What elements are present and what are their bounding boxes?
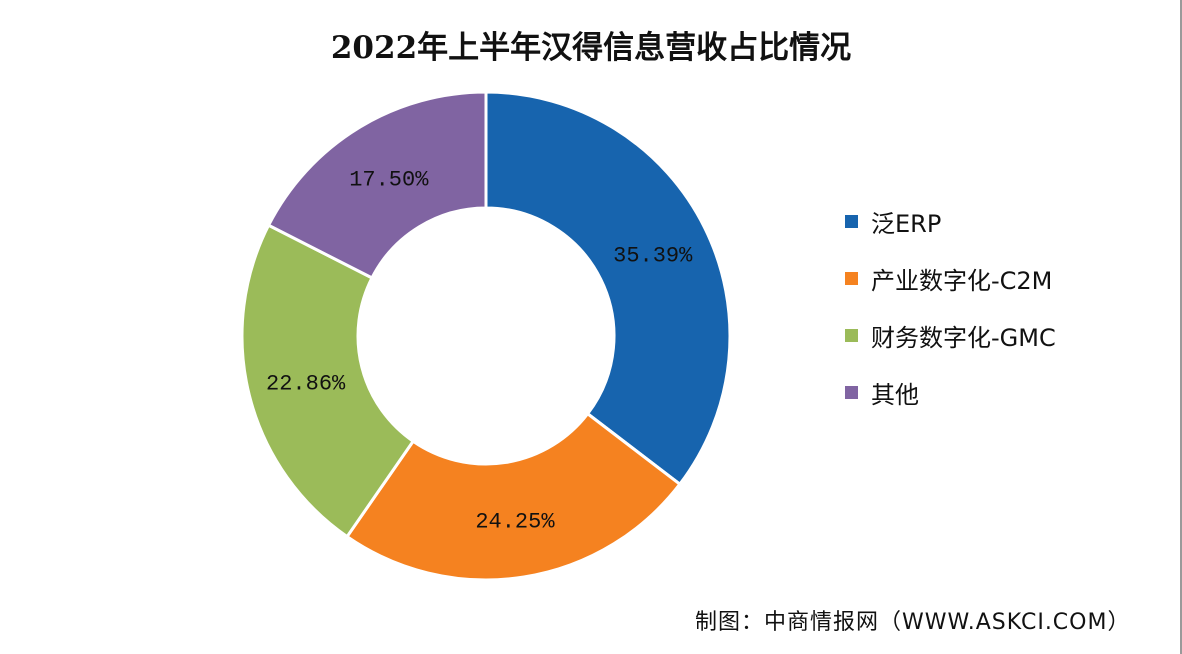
legend-swatch — [845, 329, 858, 342]
data-label-other: 17.50% — [349, 167, 429, 192]
legend-label: 泛ERP — [871, 210, 942, 238]
legend-swatch — [845, 386, 858, 399]
legend-label: 财务数字化-GMC — [871, 324, 1056, 352]
donut-slice-erp — [484, 90, 732, 487]
data-label-erp: 35.39% — [613, 244, 693, 269]
legend-item-c2m: 产业数字化-C2M — [845, 235, 1056, 322]
legend-item-other: 其他 — [845, 349, 1056, 436]
legend-label: 产业数字化-C2M — [871, 267, 1053, 295]
legend: 泛ERP 产业数字化-C2M 财务数字化-GMC 其他 — [845, 178, 1056, 436]
legend-item-gmc: 财务数字化-GMC — [845, 292, 1056, 379]
donut-slice-gmc — [240, 223, 416, 539]
legend-swatch — [845, 272, 858, 285]
chart-title: 2022年上半年汉得信息营收占比情况 — [330, 30, 852, 66]
donut-slice-c2m — [344, 411, 682, 582]
donut-slice-other — [266, 90, 488, 280]
legend-item-erp: 泛ERP — [845, 178, 1056, 265]
legend-swatch — [845, 215, 858, 228]
data-label-gmc: 22.86% — [266, 371, 346, 396]
legend-label: 其他 — [871, 381, 919, 409]
source-note: 制图：中商情报网（WWW.ASKCI.COM） — [695, 610, 1131, 635]
data-label-c2m: 24.25% — [475, 510, 555, 535]
